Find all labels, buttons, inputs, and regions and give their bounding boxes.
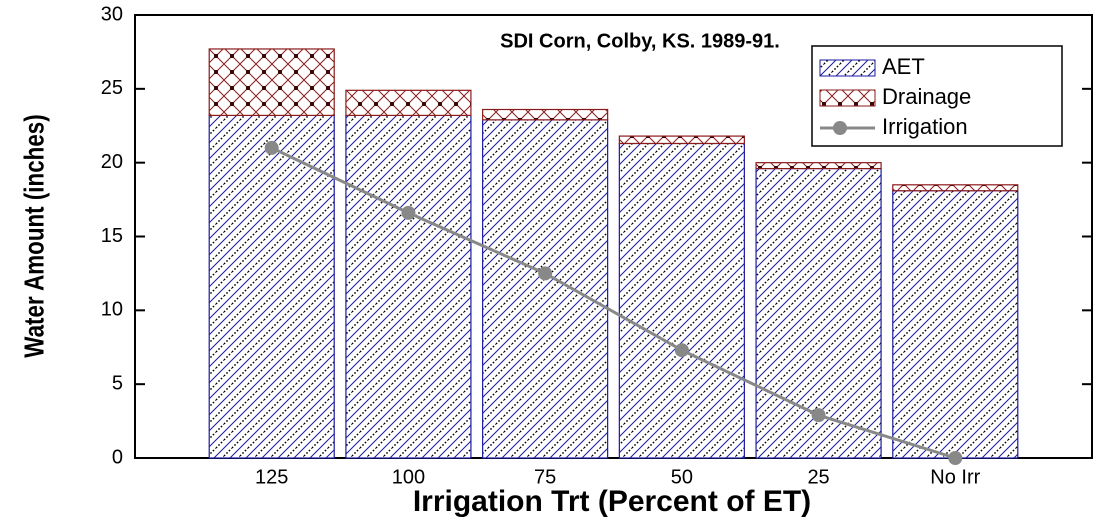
x-tick-label: No Irr (930, 466, 980, 488)
y-tick-label: 0 (112, 446, 123, 468)
y-axis-title: Water Amount (inches) (19, 114, 50, 357)
x-tick-label: 25 (807, 466, 829, 488)
chart-title: SDI Corn, Colby, KS. 1989-91. (500, 30, 780, 52)
bar-segment (618, 135, 745, 145)
legend-swatch (819, 59, 876, 77)
y-tick-label: 15 (101, 225, 123, 247)
bar-segment (345, 114, 472, 459)
bar-segment (208, 48, 335, 117)
y-tick-label: 10 (101, 299, 123, 321)
y-tick-label: 30 (101, 3, 123, 25)
bar-segment (892, 184, 1019, 192)
legend-swatch (819, 89, 876, 107)
x-tick-label: 100 (392, 466, 425, 488)
legend-label: Irrigation (882, 114, 968, 139)
line-marker (264, 140, 279, 155)
line-marker (948, 451, 963, 465)
line-marker (811, 408, 826, 423)
x-tick-label: 50 (671, 466, 693, 488)
bar-segment (618, 142, 745, 459)
legend-label: Drainage (882, 84, 971, 109)
line-marker (538, 266, 553, 281)
x-axis-title: Irrigation Trt (Percent of ET) (413, 485, 811, 518)
y-tick-label: 5 (112, 372, 123, 394)
bar-segment (482, 108, 609, 121)
x-tick-label: 75 (534, 466, 556, 488)
bar-segment (345, 89, 472, 117)
line-series (271, 146, 956, 460)
line-marker (401, 205, 416, 220)
legend-marker (833, 121, 847, 135)
bar-segment (755, 167, 882, 459)
y-tick-label: 25 (101, 77, 123, 99)
bar-segment (208, 114, 335, 459)
bar-segment (892, 190, 1019, 459)
bar-segment (755, 162, 882, 170)
line-marker (674, 343, 689, 358)
y-tick-label: 20 (101, 151, 123, 173)
x-tick-label: 125 (255, 466, 288, 488)
legend-label: AET (882, 54, 925, 79)
bar-segment (482, 119, 609, 459)
